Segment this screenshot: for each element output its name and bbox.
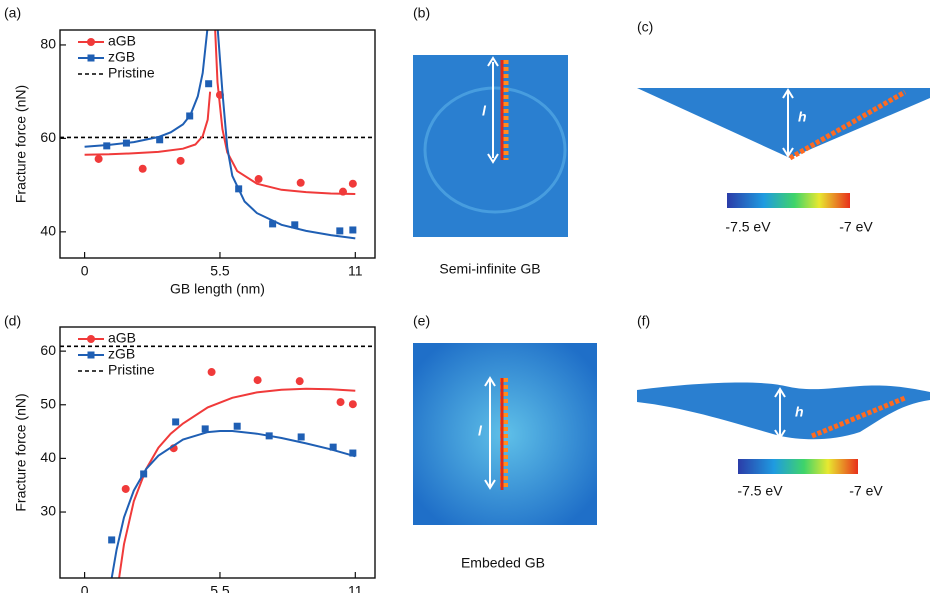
legend-label: aGB xyxy=(108,33,136,49)
data-point xyxy=(140,470,148,478)
data-point xyxy=(291,221,299,229)
data-point xyxy=(207,368,216,377)
data-point xyxy=(295,377,304,386)
panel-label: (a) xyxy=(4,5,21,21)
x-tick-label: 5.5 xyxy=(210,583,230,593)
data-point xyxy=(349,449,357,457)
data-point xyxy=(186,112,194,120)
x-tick-label: 11 xyxy=(348,263,363,279)
y-axis-label: Fracture force (nN) xyxy=(13,393,29,511)
fit-line xyxy=(84,30,356,195)
image-b xyxy=(413,55,568,237)
image-f xyxy=(637,382,930,474)
data-point xyxy=(205,80,213,88)
panel-label: (d) xyxy=(4,313,21,329)
x-tick-label: 5.5 xyxy=(210,263,230,279)
data-point xyxy=(253,376,262,385)
image-c xyxy=(637,88,930,208)
legend-label: zGB xyxy=(108,346,135,362)
fit-line xyxy=(84,30,356,240)
y-axis-label: Fracture force (nN) xyxy=(13,85,29,203)
data-point xyxy=(297,433,305,441)
data-point xyxy=(336,398,345,407)
legend-label: zGB xyxy=(108,49,135,65)
x-axis-label: GB length (nm) xyxy=(170,281,265,297)
panel-label: (c) xyxy=(637,19,653,35)
data-point xyxy=(329,443,337,451)
data-point xyxy=(108,536,116,544)
data-point xyxy=(254,175,263,184)
legend-marker xyxy=(87,38,95,46)
data-point xyxy=(235,185,243,193)
x-tick-label: 0 xyxy=(81,583,89,593)
y-tick-label: 60 xyxy=(40,129,56,145)
data-point xyxy=(265,432,273,440)
arrow-label: h xyxy=(795,404,804,420)
fit-line xyxy=(110,430,356,578)
colorbar-max: -7 eV xyxy=(839,219,873,235)
legend-marker xyxy=(87,335,95,343)
data-point xyxy=(176,156,185,165)
data-point xyxy=(172,418,180,426)
panel-label: (f) xyxy=(637,313,650,329)
y-tick-label: 50 xyxy=(40,395,56,411)
data-point xyxy=(122,139,130,147)
y-tick-label: 80 xyxy=(40,36,56,52)
axes-frame xyxy=(59,29,376,259)
x-tick-label: 0 xyxy=(81,263,89,279)
data-point xyxy=(201,425,209,433)
colorbar-min: -7.5 eV xyxy=(725,219,771,235)
data-point xyxy=(103,142,111,150)
data-point xyxy=(348,400,357,409)
data-point xyxy=(156,136,164,144)
legend-marker xyxy=(87,54,95,62)
legend-marker xyxy=(87,351,95,359)
arrow-label: l xyxy=(478,423,483,439)
legend-label: Pristine xyxy=(108,65,155,81)
panel-label: (e) xyxy=(413,313,430,329)
y-tick-label: 40 xyxy=(40,223,56,239)
colorbar-max: -7 eV xyxy=(849,483,883,499)
caption: Embeded GB xyxy=(461,555,545,571)
y-tick-label: 30 xyxy=(40,503,56,519)
data-point xyxy=(138,164,147,173)
data-point xyxy=(233,422,241,430)
fit-line xyxy=(118,387,356,578)
plot-area xyxy=(60,345,375,578)
caption: Semi-infinite GB xyxy=(439,261,540,277)
y-tick-label: 60 xyxy=(40,342,56,358)
plot-area xyxy=(60,30,375,240)
x-tick-label: 11 xyxy=(348,583,363,593)
panel-label: (b) xyxy=(413,5,430,21)
legend-label: Pristine xyxy=(108,362,155,378)
arrow-label: l xyxy=(482,103,487,119)
data-point xyxy=(336,227,344,235)
image-e xyxy=(413,343,597,525)
arrow-label: h xyxy=(798,109,807,125)
data-point xyxy=(269,220,277,228)
y-tick-label: 40 xyxy=(40,449,56,465)
legend-label: aGB xyxy=(108,330,136,346)
colorbar-min: -7.5 eV xyxy=(737,483,783,499)
data-point xyxy=(349,226,357,234)
data-point xyxy=(296,178,305,187)
data-point xyxy=(348,179,357,188)
data-point xyxy=(339,187,348,196)
axes-frame xyxy=(59,326,376,579)
data-point xyxy=(94,154,103,163)
data-point xyxy=(121,484,130,493)
